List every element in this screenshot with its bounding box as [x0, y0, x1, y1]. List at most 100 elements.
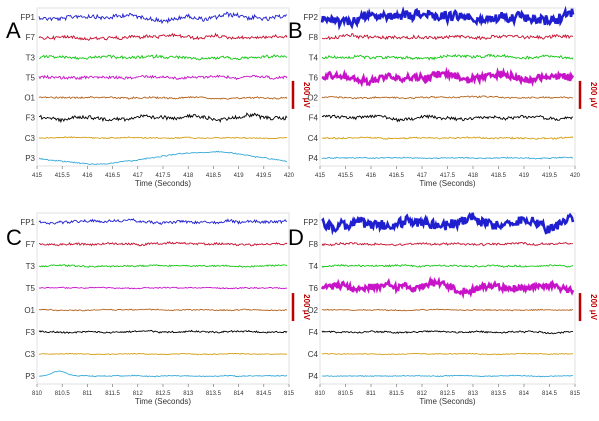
eeg-trace-f7 [38, 32, 288, 41]
panel-label: B [288, 18, 303, 43]
x-tick-label: 812 [417, 391, 428, 397]
x-tick-label: 417.5 [440, 173, 456, 179]
x-tick-label: 810.5 [55, 391, 71, 397]
eeg-trace-p3 [38, 370, 288, 378]
channel-label: F4 [309, 114, 319, 123]
x-axis-label: Time (Seconds) [419, 179, 476, 188]
x-tick-label: 415.5 [55, 173, 71, 179]
x-tick-label: 417 [417, 173, 428, 179]
x-tick-label: 810.5 [338, 391, 354, 397]
x-axis-label: Time (Seconds) [135, 397, 192, 406]
x-tick-label: 813 [183, 391, 194, 397]
channel-label: P3 [25, 372, 35, 381]
channel-label: C3 [25, 350, 36, 359]
x-tick-label: 810 [315, 391, 326, 397]
eeg-trace-t6 [320, 275, 575, 300]
x-tick-label: 811.5 [389, 391, 404, 397]
x-tick-label: 420 [570, 173, 581, 179]
x-axis-label: Time (Seconds) [135, 179, 192, 188]
eeg-trace-f7 [38, 241, 288, 247]
x-tick-label: 813.5 [206, 391, 222, 397]
x-tick-label: 415.5 [338, 173, 354, 179]
channel-label: T5 [26, 284, 36, 293]
plot-frame [319, 7, 576, 167]
channel-label: F3 [26, 114, 36, 123]
x-tick-label: 811.5 [105, 391, 120, 397]
x-tick-label: 815 [570, 391, 581, 397]
x-tick-label: 419.5 [542, 173, 558, 179]
eeg-trace-f4 [321, 330, 574, 335]
channel-label: O1 [24, 306, 35, 315]
channel-label: T6 [309, 284, 319, 293]
eeg-trace-o1 [38, 95, 288, 100]
eeg-trace-f3 [38, 329, 288, 334]
eeg-trace-t4 [321, 263, 574, 268]
eeg-trace-fp2 [320, 5, 575, 31]
eeg-trace-o2 [321, 308, 574, 312]
eeg-trace-t5 [38, 74, 288, 81]
x-tick-label: 418.5 [206, 173, 222, 179]
x-tick-label: 813.5 [491, 391, 507, 397]
channel-label: C3 [25, 134, 36, 143]
eeg-trace-f4 [321, 114, 573, 123]
channel-label: T3 [26, 262, 36, 271]
channel-label: FP2 [303, 218, 318, 227]
scale-bar-label: 200 μV [302, 82, 311, 108]
eeg-trace-fp1 [38, 218, 287, 226]
x-tick-label: 815 [284, 391, 295, 397]
channel-label: P4 [308, 372, 318, 381]
channel-label: P4 [308, 154, 318, 163]
channel-label: FP1 [20, 13, 35, 22]
channel-label: T4 [309, 262, 319, 271]
eeg-trace-p3 [38, 150, 288, 165]
channel-label: O1 [24, 94, 35, 103]
x-tick-label: 416 [366, 173, 377, 179]
x-tick-label: 415 [315, 173, 326, 179]
x-tick-label: 417 [133, 173, 144, 179]
plot-frame [36, 212, 290, 385]
eeg-trace-fp2 [321, 211, 575, 236]
channel-label: F4 [309, 328, 319, 337]
channel-label: T4 [309, 53, 319, 62]
x-tick-label: 418 [468, 173, 479, 179]
channel-label: F8 [309, 33, 319, 42]
x-tick-label: 814 [519, 391, 530, 397]
x-tick-label: 416.5 [389, 173, 405, 179]
x-tick-label: 418 [183, 173, 194, 179]
channel-label: P3 [25, 154, 35, 163]
channel-label: F7 [26, 240, 36, 249]
x-tick-label: 415 [32, 173, 43, 179]
eeg-trace-c4 [321, 352, 574, 356]
panel-label: A [6, 18, 21, 43]
x-tick-label: 419 [519, 173, 530, 179]
channel-label: T5 [26, 73, 36, 82]
channel-label: O2 [307, 94, 318, 103]
x-tick-label: 812.5 [155, 391, 171, 397]
eeg-trace-t6 [321, 66, 575, 88]
channel-label: FP1 [20, 218, 35, 227]
scale-bar-label: 200 μV [589, 294, 598, 320]
x-tick-label: 810 [32, 391, 43, 397]
x-tick-label: 811 [366, 391, 376, 397]
channel-label: F7 [26, 33, 36, 42]
eeg-trace-f3 [38, 112, 288, 124]
eeg-trace-c3 [38, 136, 288, 140]
x-axis-label: Time (Seconds) [419, 397, 476, 406]
eeg-trace-o2 [321, 95, 574, 100]
channel-label: O2 [307, 306, 318, 315]
panel-label: C [6, 225, 22, 250]
channel-label: FP2 [303, 13, 318, 22]
eeg-trace-t4 [321, 53, 574, 61]
channel-label: F8 [309, 240, 319, 249]
panel-label: D [288, 225, 304, 250]
x-tick-label: 811 [83, 391, 93, 397]
eeg-trace-p4 [321, 156, 573, 160]
x-tick-label: 419.5 [256, 173, 272, 179]
channel-label: T6 [309, 73, 319, 82]
x-tick-label: 420 [284, 173, 295, 179]
x-tick-label: 812.5 [440, 391, 456, 397]
eeg-trace-p4 [321, 374, 574, 378]
